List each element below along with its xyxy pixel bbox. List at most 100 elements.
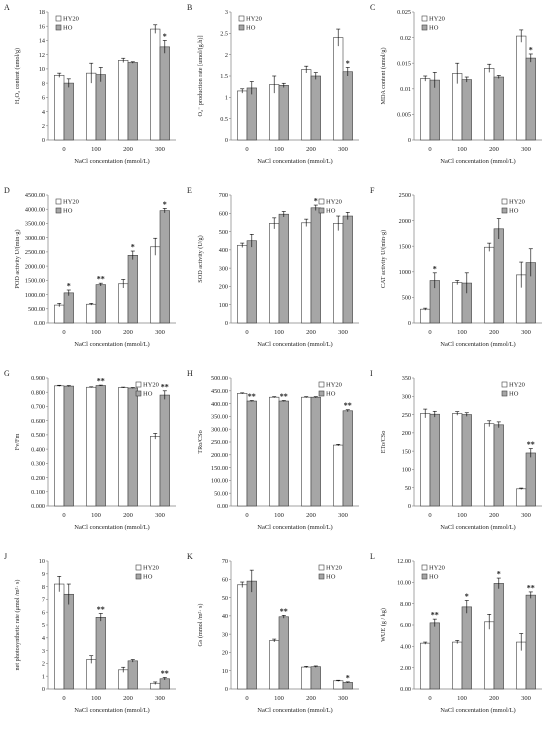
bar-hy20-100 [269,223,280,324]
x-tick-label: 200 [306,146,316,153]
x-axis-label: NaCl concentation (mmol/L) [440,158,515,165]
x-tick-label: 0 [245,329,248,336]
x-tick-label: 100 [274,512,284,519]
y-tick-label: 6 [42,95,45,102]
legend-swatch [55,198,62,205]
bar-hy20-0 [420,78,431,141]
bar-hy20-0 [420,413,431,507]
panel-letter: J [4,552,7,561]
y-tick-label: 1500 [399,243,411,250]
bar-hy20-200 [484,621,495,690]
panel-letter: A [4,3,10,12]
bar-hy20-200 [118,669,129,690]
bar-ho-300 [159,394,170,507]
y-tick-label: 400.00 [211,401,228,408]
x-tick-label: 200 [489,329,499,336]
bar-hy20-100 [86,303,97,324]
legend-swatch [501,381,508,388]
bar-ho-200 [493,583,504,690]
chart-svg: I 0 50 100 150 200 250 300 350 ETo/CSo 0 100 200 300 *… [370,369,542,531]
legend-swatch [421,15,428,22]
y-tick-label: 0.02 [400,35,411,42]
y-tick-label: 0 [225,137,228,144]
bar-hy20-300 [333,680,344,690]
bar-ho-300 [159,210,170,324]
legend-swatch [55,207,62,214]
chart-svg: D 0.00 500.00 1000.00 1500.00 2000.00 2500.00 3… [4,186,176,348]
x-tick-label: 100 [457,512,467,519]
y-tick-label: 1000.00 [25,292,45,299]
y-tick-label: 0.01 [400,86,411,93]
y-tick-label: 2.5 [220,31,228,38]
y-tick-label: 450.00 [211,388,228,395]
bar-hy20-300 [333,444,344,507]
bar-ho-100 [461,606,472,690]
y-axis-label: POD activity U/(min·g) [14,229,21,288]
bar-ho-300 [342,410,353,507]
y-tick-label: 0 [408,137,411,144]
y-tick-label: 200 [402,430,411,437]
panel-letter: E [187,186,192,195]
legend-swatch [501,198,508,205]
y-tick-label: 60 [222,576,228,583]
y-tick-label: 0.000 [31,503,45,510]
bar-hy20-300 [516,35,527,141]
x-tick-label: 0 [245,512,248,519]
chart-panel-e: E 0 100 200 300 400 500 600 700 SOD activity (U/g… [183,183,366,366]
legend-swatch [501,390,508,397]
bar-ho-0 [246,580,257,690]
y-tick-label: 50 [222,595,228,602]
x-axis-label: NaCl concentation (mmol/L) [74,524,149,531]
x-tick-label: 300 [155,695,165,702]
x-tick-label: 0 [62,329,65,336]
y-tick-label: 2500 [399,192,411,199]
bar-ho-200 [493,424,504,507]
panel-letter: K [187,552,193,561]
bar-ho-200 [310,75,321,141]
legend-swatch [318,381,325,388]
y-tick-label: 18 [39,9,45,16]
bar-ho-0 [429,79,440,141]
bar-ho-100 [95,74,106,141]
bar-ho-300 [342,71,353,141]
y-tick-label: 2000 [399,218,411,225]
y-tick-label: 70 [222,558,228,565]
bar-hy20-200 [484,68,495,141]
x-axis-label: NaCl concentation (mmol/L) [74,341,149,348]
x-tick-label: 300 [521,695,531,702]
legend-label: HO [326,574,336,581]
bar-ho-200 [493,228,504,324]
legend-swatch [55,24,62,31]
x-tick-label: 0 [428,695,431,702]
y-tick-label: 10 [39,558,45,565]
x-tick-label: 300 [338,146,348,153]
y-tick-label: 2 [42,661,45,668]
chart-panel-g: G 0.000 0.100 0.200 0.300 0.400 0.500 0.600 0.70… [0,366,183,549]
chart-panel-l: L 0.00 2.00 4.00 6.00 8.00 10.00 12.00 WUE (g / … [366,549,549,732]
x-tick-label: 0 [428,329,431,336]
significance-label: * [163,200,167,209]
legend-swatch [238,15,245,22]
significance-label: ** [280,607,288,616]
y-tick-label: 2000.00 [25,263,45,270]
y-tick-label: 350 [402,375,411,382]
y-tick-label: 12 [39,52,45,59]
y-tick-label: 300.00 [211,426,228,433]
significance-label: * [433,264,437,273]
bar-hy20-200 [301,222,312,324]
significance-label: ** [280,392,288,401]
chart-panel-b: B 0 0.5 1 1.5 2 2.5 3 O₂⁻ production rate [umol/… [183,0,366,183]
y-tick-label: 500.00 [28,306,45,313]
chart-panel-h: H 0.00 50.00 100.00 150.00 200.00 250.00 300.00… [183,366,366,549]
x-tick-label: 100 [274,146,284,153]
y-tick-label: 0.5 [220,116,228,123]
x-tick-label: 300 [338,695,348,702]
y-axis-label: O₂⁻ production rate [umol/(g.h)] [197,35,204,116]
bar-ho-300 [342,215,353,324]
bar-hy20-100 [86,386,97,507]
y-tick-label: 300 [402,393,411,400]
significance-label: ** [527,440,535,449]
legend-label: HO [143,391,153,398]
x-tick-label: 0 [245,146,248,153]
